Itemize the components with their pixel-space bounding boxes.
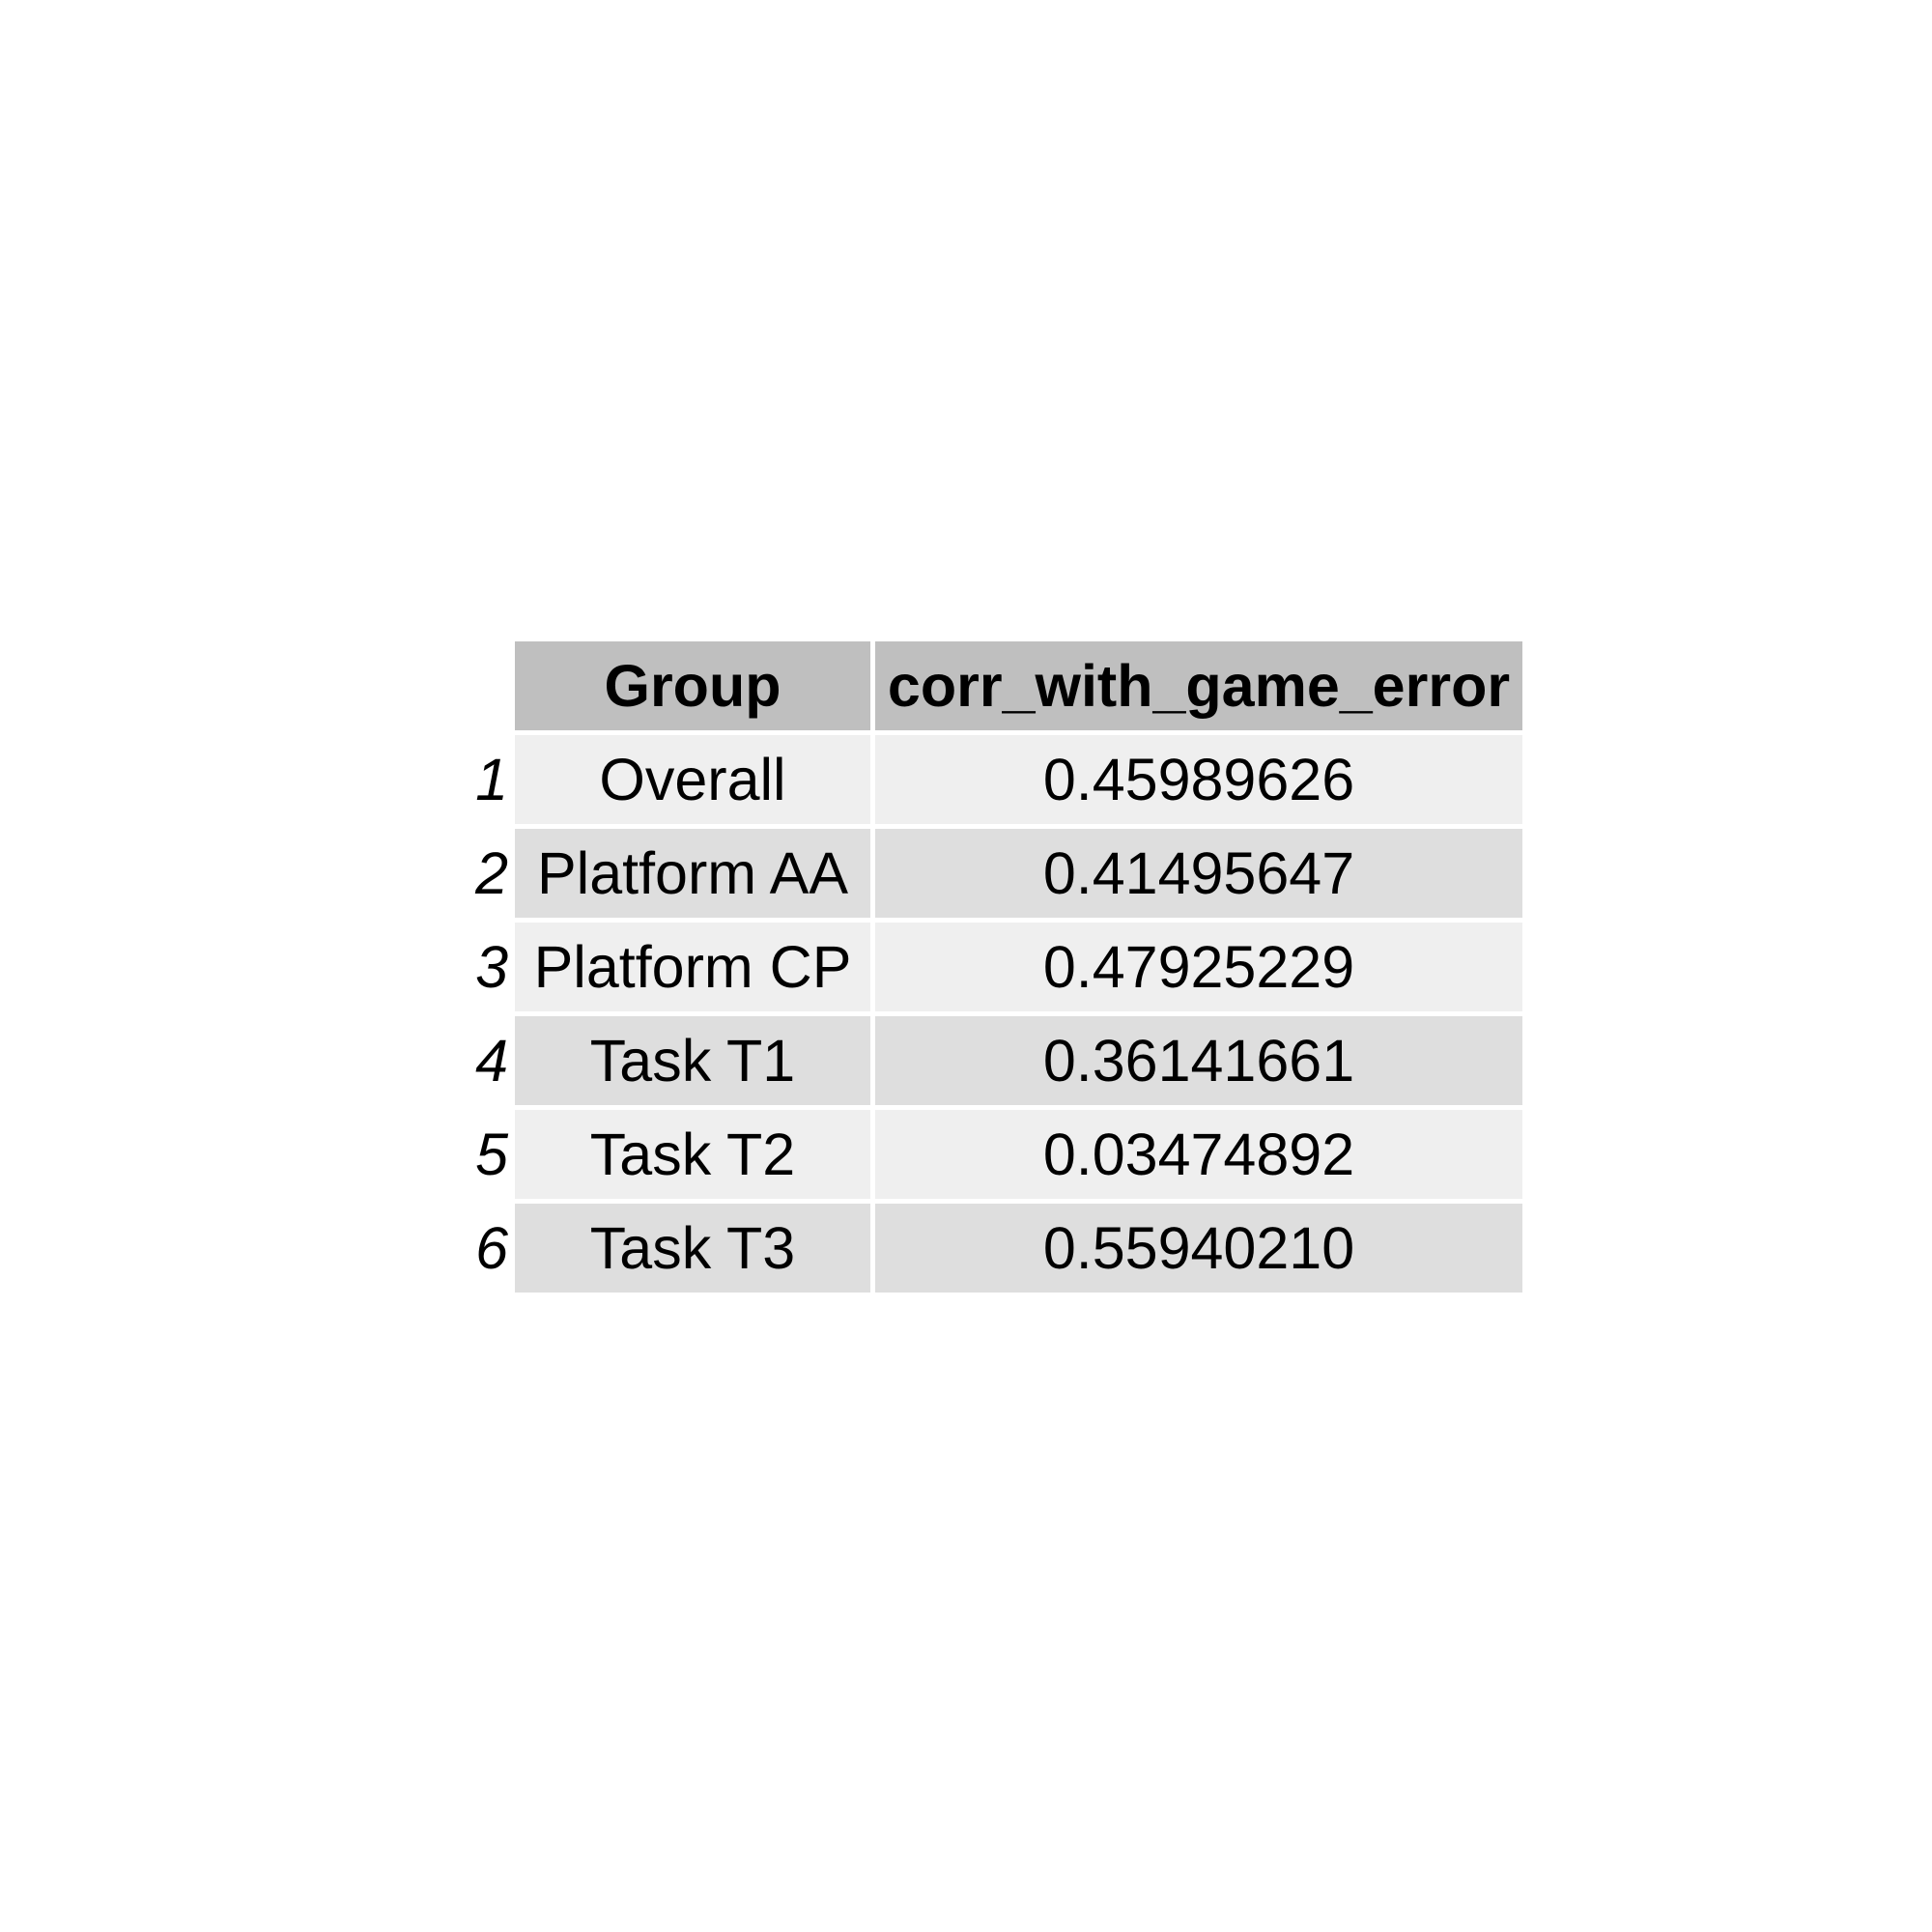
group-cell: Task T3	[515, 1204, 870, 1293]
row-index: 6	[464, 1204, 510, 1293]
row-index: 3	[464, 923, 510, 1011]
corner-cell	[464, 641, 510, 730]
group-cell: Task T1	[515, 1016, 870, 1105]
value-cell: 0.45989626	[875, 735, 1522, 824]
value-cell: 0.47925229	[875, 923, 1522, 1011]
row-index: 1	[464, 735, 510, 824]
group-cell: Overall	[515, 735, 870, 824]
row-index: 2	[464, 829, 510, 918]
value-cell: 0.03474892	[875, 1110, 1522, 1199]
row-index: 4	[464, 1016, 510, 1105]
column-header-group: Group	[515, 641, 870, 730]
column-header-corr: corr_with_game_error	[875, 641, 1522, 730]
table-grid: Group corr_with_game_error 1 Overall 0.4…	[464, 641, 1522, 1293]
group-cell: Platform AA	[515, 829, 870, 918]
row-index: 5	[464, 1110, 510, 1199]
correlation-table: Group corr_with_game_error 1 Overall 0.4…	[464, 641, 1522, 1293]
value-cell: 0.55940210	[875, 1204, 1522, 1293]
group-cell: Task T2	[515, 1110, 870, 1199]
value-cell: 0.36141661	[875, 1016, 1522, 1105]
group-cell: Platform CP	[515, 923, 870, 1011]
value-cell: 0.41495647	[875, 829, 1522, 918]
